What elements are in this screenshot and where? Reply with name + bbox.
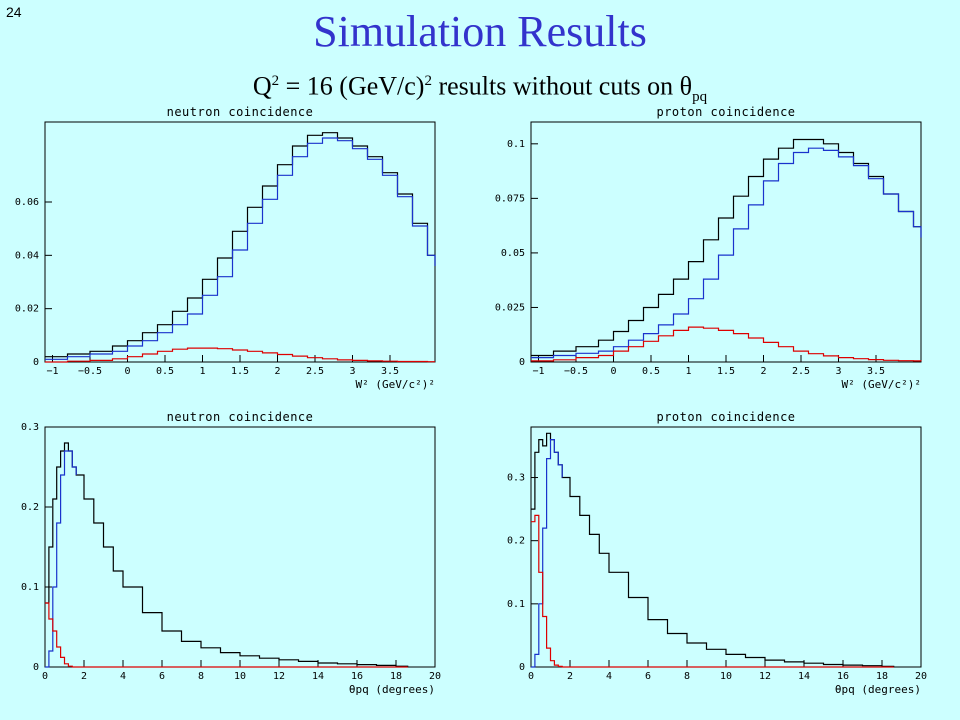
x-tick-label: 2 xyxy=(274,366,280,377)
x-tick-label: 1 xyxy=(685,366,691,377)
x-axis-label: W² (GeV/c²)² xyxy=(356,378,435,391)
histogram-series xyxy=(531,514,894,668)
plot-neutron-theta: neutron coincidence 0 2 4 6 8 10 12 14 16 18 20 0 0.1… xyxy=(21,410,441,696)
x-tick-label: 1.5 xyxy=(231,366,249,377)
x-tick-label: 2 xyxy=(81,671,87,682)
x-tick-label: 1 xyxy=(199,366,205,377)
x-tick-label: −0.5 xyxy=(564,366,588,377)
y-tick-label: 0 xyxy=(519,357,525,368)
chart-title: proton coincidence xyxy=(656,105,795,119)
x-tick-label: 2.5 xyxy=(792,366,810,377)
x-tick-label: 20 xyxy=(915,671,927,682)
histogram-series xyxy=(45,602,408,668)
x-tick-label: 20 xyxy=(429,671,441,682)
histogram-series xyxy=(531,432,895,667)
y-tick-label: 0.2 xyxy=(21,502,39,513)
x-tick-label: −0.5 xyxy=(78,366,102,377)
x-axis-label: θpq (degrees) xyxy=(349,683,435,696)
histogram-series xyxy=(45,450,77,668)
chart-title: proton coincidence xyxy=(656,410,795,424)
y-tick-label: 0.025 xyxy=(495,302,525,313)
x-tick-label: −1 xyxy=(46,366,58,377)
x-tick-label: 4 xyxy=(120,671,126,682)
y-tick-label: 0 xyxy=(33,662,39,673)
histogram-series xyxy=(531,326,922,362)
x-tick-label: 0.5 xyxy=(156,366,174,377)
y-tick-label: 0.06 xyxy=(15,197,39,208)
plot-frame xyxy=(530,426,922,668)
y-tick-label: 0.05 xyxy=(501,248,525,259)
x-tick-label: −1 xyxy=(532,366,544,377)
plot-proton-theta: proton coincidence 0 2 4 6 8 10 12 14 16 18 20 0 0.1 0… xyxy=(507,410,927,696)
x-tick-label: 3.5 xyxy=(867,366,885,377)
y-tick-label: 0.2 xyxy=(507,536,525,547)
subtitle-q-exponent: 2 xyxy=(271,73,280,89)
slide-subtitle: Q2 = 16 (GeV/c)2 results without cuts on… xyxy=(0,64,960,114)
x-tick-label: 2 xyxy=(567,671,573,682)
x-tick-label: 0 xyxy=(124,366,130,377)
x-tick-label: 8 xyxy=(684,671,690,682)
plot-frame xyxy=(44,121,436,363)
x-tick-label: 6 xyxy=(645,671,651,682)
y-tick-label: 0.1 xyxy=(507,139,525,150)
x-tick-label: 12 xyxy=(273,671,285,682)
y-tick-label: 0.02 xyxy=(15,304,39,315)
x-axis-label: W² (GeV/c²)² xyxy=(842,378,921,391)
y-tick-label: 0.1 xyxy=(21,582,39,593)
x-tick-label: 10 xyxy=(720,671,732,682)
slide-title: Simulation Results xyxy=(313,7,647,56)
x-tick-label: 0 xyxy=(528,671,534,682)
plot-neutron-w2: neutron coincidence −1 −0.5 0 0.5 1 1.5 2 2.5 3 3.… xyxy=(15,105,436,391)
histogram-series xyxy=(45,132,436,358)
subtitle-theta-subscript: pq xyxy=(692,88,708,105)
y-tick-label: 0.1 xyxy=(507,599,525,610)
y-tick-label: 0.3 xyxy=(21,422,39,433)
y-tick-label: 0.04 xyxy=(15,250,39,261)
x-tick-label: 0 xyxy=(42,671,48,682)
subtitle-unit-exponent: 2 xyxy=(424,73,432,89)
x-tick-label: 6 xyxy=(159,671,165,682)
subtitle-text: results without cuts on θ xyxy=(431,71,693,101)
y-tick-label: 0.075 xyxy=(495,193,525,204)
x-tick-label: 3.5 xyxy=(381,366,399,377)
y-tick-label: 0 xyxy=(519,662,525,673)
x-tick-label: 4 xyxy=(606,671,612,682)
x-tick-label: 1.5 xyxy=(717,366,735,377)
histogram-series xyxy=(531,439,563,668)
x-tick-label: 0 xyxy=(610,366,616,377)
x-tick-label: 0.5 xyxy=(642,366,660,377)
chart-title: neutron coincidence xyxy=(167,105,314,119)
x-tick-label: 14 xyxy=(798,671,810,682)
x-tick-label: 18 xyxy=(876,671,888,682)
x-tick-label: 16 xyxy=(837,671,849,682)
x-tick-label: 14 xyxy=(312,671,324,682)
x-tick-label: 8 xyxy=(198,671,204,682)
histogram-series xyxy=(45,442,409,667)
x-tick-label: 18 xyxy=(390,671,402,682)
y-tick-label: 0.3 xyxy=(507,473,525,484)
histogram-series xyxy=(531,138,922,357)
x-tick-label: 3 xyxy=(835,366,841,377)
x-tick-label: 3 xyxy=(349,366,355,377)
y-tick-label: 0 xyxy=(33,357,39,368)
x-tick-label: 2.5 xyxy=(306,366,324,377)
chart-title: neutron coincidence xyxy=(167,410,314,424)
x-tick-label: 16 xyxy=(351,671,363,682)
x-axis-label: θpq (degrees) xyxy=(835,683,921,696)
subtitle-q: Q xyxy=(252,71,272,101)
slide-number: 24 xyxy=(6,4,22,20)
x-tick-label: 10 xyxy=(234,671,246,682)
subtitle-value: = 16 (GeV/c) xyxy=(279,71,425,101)
histogram-series xyxy=(531,147,922,359)
histogram-series xyxy=(45,137,436,360)
x-tick-label: 2 xyxy=(760,366,766,377)
x-tick-label: 12 xyxy=(759,671,771,682)
plot-frame xyxy=(530,121,922,363)
histogram-series xyxy=(45,347,435,363)
plot-proton-w2: proton coincidence −1 −0.5 0 0.5 1 1.5 2 2.5 3 3.5… xyxy=(495,105,922,391)
